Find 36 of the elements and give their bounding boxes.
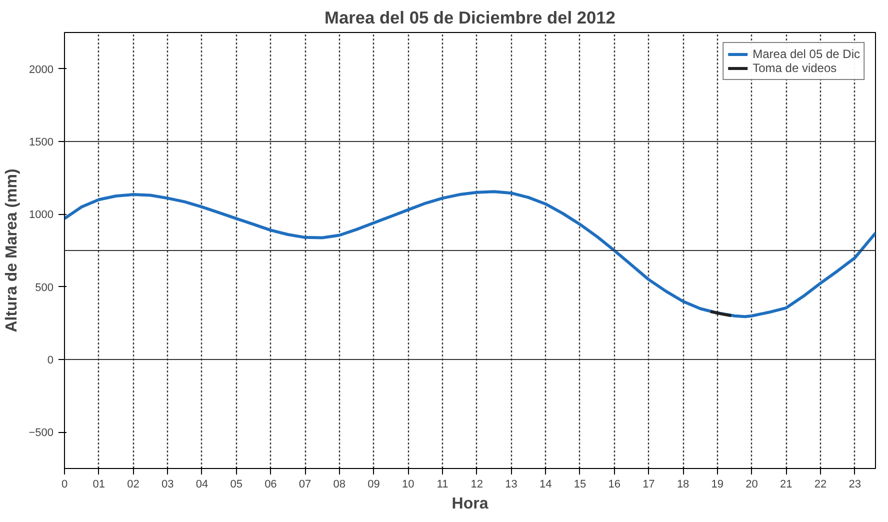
x-tick-label: 17 [642, 478, 655, 490]
x-tick-label: 19 [711, 478, 724, 490]
legend-label: Marea del 05 de Dic [752, 47, 860, 61]
x-tick-label: 06 [264, 478, 277, 490]
x-tick-label: 08 [333, 478, 346, 490]
x-tick-label: 05 [230, 478, 242, 490]
legend-label: Toma de videos [752, 61, 837, 75]
x-tick-label: 20 [746, 478, 758, 490]
line-series [64, 190, 876, 318]
x-tick-label: 07 [298, 478, 312, 490]
y-tick-label: −500 [28, 427, 54, 440]
x-tick-label: 23 [848, 478, 862, 490]
x-axis-title: Hora [452, 496, 488, 512]
y-tick-label: 1000 [29, 209, 54, 222]
x-tick-label: 21 [780, 478, 792, 490]
x-tick-label: 03 [161, 478, 174, 490]
y-tick-label: 2000 [29, 64, 54, 76]
x-tick-label: 0 [61, 478, 68, 490]
x-tick-label: 01 [92, 478, 105, 490]
x-tick-label: 04 [196, 478, 208, 490]
x-tick-label: 22 [814, 478, 827, 490]
x-tick-label: 12 [470, 478, 484, 490]
x-tick-label: 10 [402, 478, 414, 490]
x-tick-label: 02 [127, 478, 140, 490]
y-tick-label: 1500 [29, 136, 54, 148]
x-tick-label: 09 [368, 478, 380, 490]
x-tick-label: 13 [505, 478, 518, 490]
y-tick-label: 500 [35, 282, 54, 294]
x-tick-label: 16 [608, 478, 620, 490]
y-axis-title: Altura de Marea (mm) [4, 168, 21, 332]
y-tick-label: 0 [47, 354, 54, 366]
x-tick-label: 18 [676, 478, 690, 490]
x-tick-label: 11 [436, 478, 448, 490]
chart-title: Marea del 05 de Diciembre del 2012 [324, 8, 616, 28]
x-tick-label: 15 [574, 478, 586, 490]
x-tick-label: 14 [539, 478, 552, 490]
